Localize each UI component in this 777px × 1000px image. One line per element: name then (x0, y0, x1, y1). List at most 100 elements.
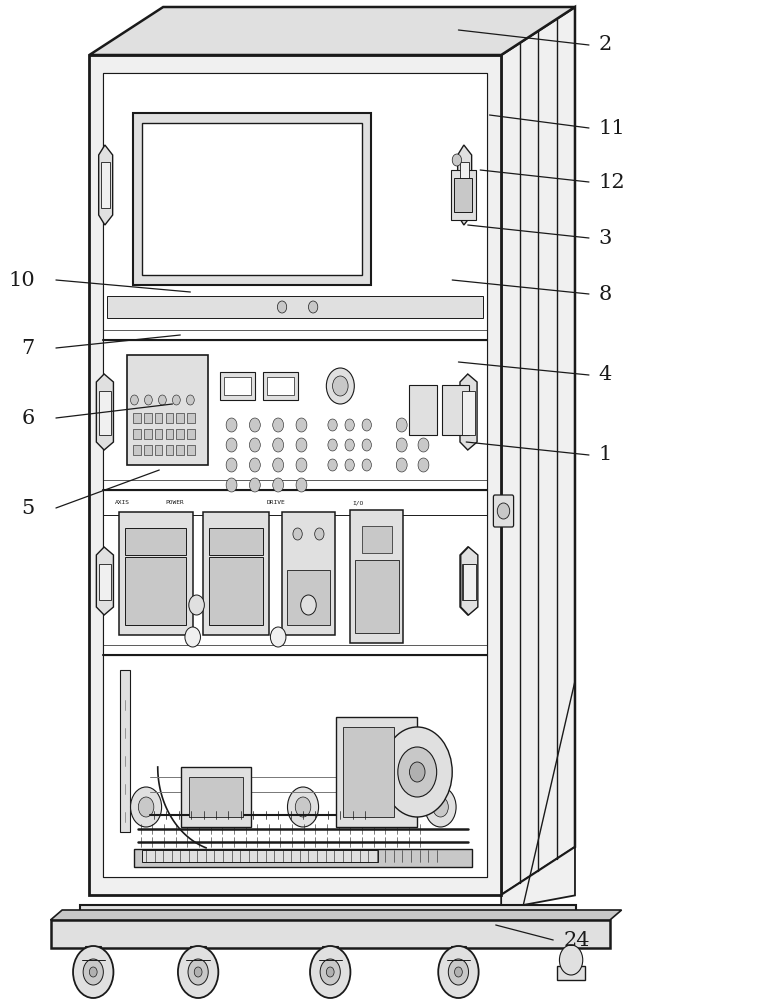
Circle shape (273, 478, 284, 492)
Circle shape (287, 787, 319, 827)
Circle shape (497, 503, 510, 519)
Text: 7: 7 (22, 338, 35, 358)
Circle shape (226, 438, 237, 452)
Circle shape (425, 787, 456, 827)
Bar (133, 429, 141, 439)
Circle shape (396, 438, 407, 452)
Bar (144, 445, 152, 455)
Circle shape (438, 946, 479, 998)
Circle shape (333, 376, 348, 396)
Circle shape (293, 528, 302, 540)
Bar (85, 946, 101, 966)
Bar (187, 413, 195, 423)
Circle shape (448, 959, 469, 985)
Bar (89, 55, 501, 895)
Circle shape (296, 458, 307, 472)
Text: 10: 10 (9, 270, 35, 290)
Bar (209, 528, 263, 555)
Polygon shape (96, 547, 113, 615)
Bar (155, 429, 162, 439)
Bar (127, 355, 208, 465)
Text: 5: 5 (22, 498, 35, 518)
Circle shape (249, 418, 260, 432)
Circle shape (345, 459, 354, 471)
Bar (142, 850, 378, 862)
Bar (99, 564, 111, 600)
Bar (51, 920, 610, 948)
Circle shape (131, 787, 162, 827)
Bar (203, 512, 269, 635)
Bar (101, 162, 110, 208)
Bar (144, 413, 152, 423)
Circle shape (296, 418, 307, 432)
Circle shape (185, 627, 200, 647)
Circle shape (326, 967, 334, 977)
Bar (134, 849, 472, 867)
Text: AXIS: AXIS (115, 500, 130, 506)
Bar (120, 670, 130, 832)
Circle shape (398, 747, 437, 797)
Bar (181, 767, 251, 827)
Circle shape (296, 478, 307, 492)
Circle shape (159, 395, 166, 405)
Circle shape (194, 967, 202, 977)
Bar (155, 413, 162, 423)
Bar (451, 170, 476, 220)
Circle shape (172, 395, 180, 405)
Text: POWER: POWER (166, 500, 184, 506)
Bar (119, 512, 193, 635)
Text: I/O: I/O (352, 500, 363, 506)
Bar (103, 73, 487, 340)
Circle shape (362, 439, 371, 451)
Bar (460, 162, 469, 208)
Bar (166, 445, 173, 455)
Circle shape (273, 418, 284, 432)
Polygon shape (501, 7, 575, 895)
Bar (176, 429, 184, 439)
Circle shape (418, 458, 429, 472)
Circle shape (326, 368, 354, 404)
Bar (99, 391, 111, 435)
Circle shape (89, 967, 97, 977)
Bar (409, 385, 437, 435)
Bar (442, 385, 469, 435)
Bar (362, 526, 392, 553)
Circle shape (362, 459, 371, 471)
Bar (454, 178, 472, 212)
Text: 8: 8 (598, 284, 611, 304)
Circle shape (418, 438, 429, 452)
Bar (133, 413, 141, 423)
Circle shape (345, 419, 354, 431)
Polygon shape (96, 374, 113, 450)
Circle shape (249, 478, 260, 492)
Circle shape (273, 438, 284, 452)
Bar (103, 655, 487, 877)
Bar (451, 946, 466, 966)
Bar (462, 391, 475, 435)
Bar (557, 966, 585, 980)
Polygon shape (51, 910, 622, 920)
Circle shape (452, 154, 462, 166)
Bar (224, 377, 251, 395)
Circle shape (433, 797, 448, 817)
Text: 3: 3 (598, 229, 611, 247)
Circle shape (188, 959, 208, 985)
Bar (133, 445, 141, 455)
Circle shape (277, 301, 287, 313)
Bar (155, 445, 162, 455)
Circle shape (131, 395, 138, 405)
Circle shape (396, 418, 407, 432)
Polygon shape (99, 145, 113, 225)
Circle shape (345, 439, 354, 451)
Bar (80, 905, 576, 935)
Bar (103, 490, 487, 655)
Circle shape (409, 762, 425, 782)
Bar (287, 570, 330, 625)
Circle shape (296, 438, 307, 452)
Bar (209, 557, 263, 625)
Circle shape (418, 418, 429, 432)
Bar (103, 73, 487, 877)
Bar (220, 372, 255, 400)
Circle shape (270, 627, 286, 647)
Circle shape (396, 458, 407, 472)
